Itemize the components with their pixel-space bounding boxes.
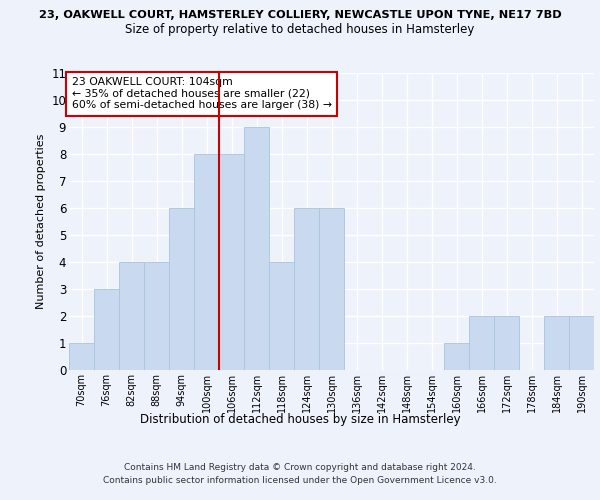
Bar (569, 316, 594, 370)
Bar (169, 208, 194, 370)
Bar (144, 262, 169, 370)
Bar (494, 316, 519, 370)
Bar (219, 154, 244, 370)
Bar (444, 343, 469, 370)
Bar (94, 289, 119, 370)
Text: Size of property relative to detached houses in Hamsterley: Size of property relative to detached ho… (125, 22, 475, 36)
Bar (319, 208, 344, 370)
Bar (119, 262, 144, 370)
Bar (194, 154, 219, 370)
Text: Contains HM Land Registry data © Crown copyright and database right 2024.: Contains HM Land Registry data © Crown c… (124, 462, 476, 471)
Y-axis label: Number of detached properties: Number of detached properties (35, 134, 46, 309)
Bar (69, 343, 94, 370)
Text: Distribution of detached houses by size in Hamsterley: Distribution of detached houses by size … (140, 412, 460, 426)
Bar (294, 208, 319, 370)
Text: 23 OAKWELL COURT: 104sqm
← 35% of detached houses are smaller (22)
60% of semi-d: 23 OAKWELL COURT: 104sqm ← 35% of detach… (71, 77, 332, 110)
Text: Contains public sector information licensed under the Open Government Licence v3: Contains public sector information licen… (103, 476, 497, 485)
Bar (244, 126, 269, 370)
Bar (269, 262, 294, 370)
Bar (544, 316, 569, 370)
Bar (469, 316, 494, 370)
Text: 23, OAKWELL COURT, HAMSTERLEY COLLIERY, NEWCASTLE UPON TYNE, NE17 7BD: 23, OAKWELL COURT, HAMSTERLEY COLLIERY, … (38, 10, 562, 20)
